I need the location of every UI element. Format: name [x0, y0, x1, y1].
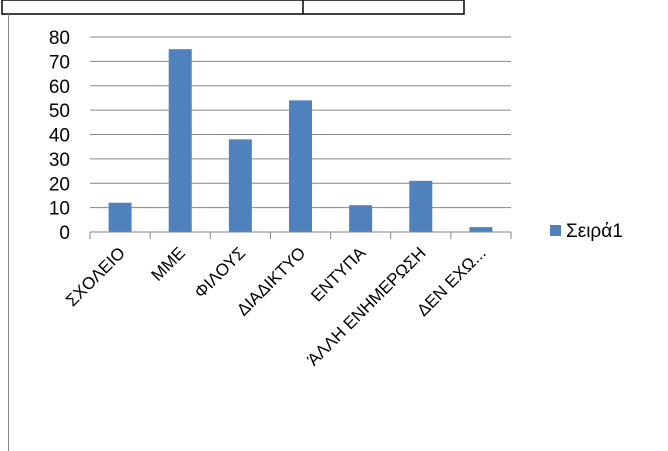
legend: Σειρά1 — [550, 221, 623, 242]
table-fragment — [1, 0, 465, 15]
y-tick-label: 0 — [59, 223, 70, 244]
category-label: ΕΝΤΥΠΑ — [307, 243, 370, 306]
y-tick-label: 50 — [49, 101, 70, 122]
y-tick-label: 80 — [49, 28, 70, 49]
y-tick-label: 40 — [49, 126, 70, 147]
y-tick-label: 60 — [49, 77, 70, 98]
y-tick-label: 20 — [49, 174, 70, 195]
bar — [168, 49, 192, 232]
bars — [108, 49, 493, 232]
bar — [228, 139, 252, 232]
category-label: ΦΙΛΟΥΣ — [191, 243, 250, 302]
y-tick-label: 30 — [49, 150, 70, 171]
bar — [108, 202, 132, 232]
legend-label: Σειρά1 — [566, 221, 623, 242]
y-tick-label: 70 — [49, 52, 70, 73]
bar — [289, 100, 312, 232]
bar — [349, 205, 373, 232]
category-label: ΜΜΕ — [148, 243, 189, 284]
y-tick-labels: 0 10 20 30 40 50 60 70 80 — [49, 28, 70, 244]
bar — [469, 227, 493, 232]
category-label: ΣΧΟΛΕΙΟ — [62, 243, 129, 310]
legend-swatch — [550, 225, 561, 236]
y-tick-label: 10 — [49, 199, 70, 220]
category-label: ΆΛΛΗ ΕΝΗΜΕΡΩΣΗ — [304, 243, 430, 369]
bar — [409, 180, 433, 232]
x-axis — [89, 231, 512, 239]
